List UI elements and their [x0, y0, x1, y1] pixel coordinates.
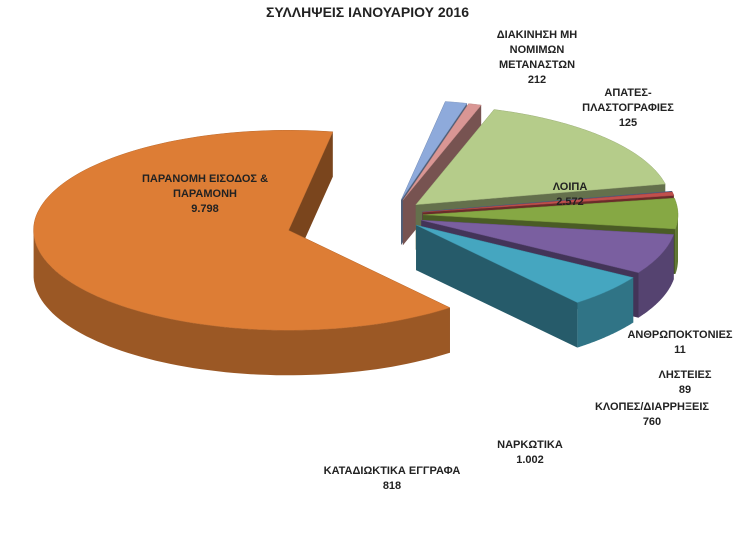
category-label: ΝΑΡΚΩΤΙΚΑ — [497, 439, 563, 451]
chart-title: ΣΥΛΛΗΨΕΙΣ ΙΑΝΟΥΑΡΙΟΥ 2016 — [266, 4, 469, 20]
slice-side — [416, 225, 578, 348]
data-label: ΑΝΘΡΩΠΟΚΤΟΝΙΕΣ 11 — [620, 328, 735, 358]
slice — [400, 101, 468, 201]
slice-wall — [577, 277, 634, 348]
slice — [33, 130, 451, 331]
category-label: ΛΗΣΤΕΙΕΣ — [658, 369, 712, 381]
data-label: ΚΑΤΑΔΙΩΚΤΙΚΑ ΕΓΓΡΑΦΑ 818 — [312, 464, 472, 494]
slice — [422, 191, 675, 213]
category-label: ΚΑΤΑΔΙΩΚΤΙΚΑ ΕΓΓΡΑΦΑ — [323, 465, 461, 477]
category-label: ΑΝΘΡΩΠΟΚΤΟΝΙΕΣ — [627, 329, 733, 341]
category-label: ΔΙΑΚΙΝΗΣΗ ΜΗ ΝΟΜΙΜΩΝ ΜΕΤΑΝΑΣΤΩΝ — [496, 29, 578, 71]
slice — [422, 190, 673, 213]
value-label: 818 — [382, 480, 402, 492]
data-label: ΝΑΡΚΩΤΙΚΑ 1.002 — [480, 438, 580, 468]
value-label: 1.002 — [516, 454, 544, 466]
slice-wall — [33, 229, 450, 376]
data-label: ΚΛΟΠΕΣ/ΔΙΑΡΡΗΞΕΙΣ 760 — [587, 400, 717, 430]
slice — [421, 219, 675, 273]
data-label: ΛΟΙΠΑ 2.572 — [525, 180, 615, 210]
value-label: 760 — [642, 416, 662, 428]
slice — [415, 224, 634, 303]
data-label: ΠΑΡΑΝΟΜΗ ΕΙΣΟΔΟΣ & ΠΑΡΑΜΟΝΗ 9.798 — [125, 172, 285, 217]
slice-wall — [675, 213, 678, 274]
data-label: ΔΙΑΚΙΝΗΣΗ ΜΗ ΝΟΜΙΜΩΝ ΜΕΤΑΝΑΣΤΩΝ 212 — [482, 28, 592, 88]
slice — [422, 197, 679, 230]
value-label: 125 — [618, 117, 638, 129]
data-label: ΑΠΑΤΕΣ-ΠΛΑΣΤΟΓΡΑΦΙΕΣ 125 — [568, 86, 688, 131]
slice — [415, 109, 666, 205]
value-label: 212 — [527, 74, 547, 86]
slice — [402, 103, 482, 201]
category-label: ΑΠΑΤΕΣ-ΠΛΑΣΤΟΓΡΑΦΙΕΣ — [582, 87, 674, 114]
value-label: 9.798 — [191, 203, 219, 215]
category-label: ΛΟΙΠΑ — [552, 181, 588, 193]
value-label: 2.572 — [556, 196, 584, 208]
data-label: ΛΗΣΤΕΙΕΣ 89 — [640, 368, 730, 398]
value-label: 11 — [674, 344, 686, 356]
value-label: 89 — [678, 384, 692, 396]
category-label: ΚΛΟΠΕΣ/ΔΙΑΡΡΗΞΕΙΣ — [594, 401, 710, 413]
category-label: ΠΑΡΑΝΟΜΗ ΕΙΣΟΔΟΣ & ΠΑΡΑΜΟΝΗ — [141, 173, 269, 200]
slice-wall — [638, 234, 674, 318]
